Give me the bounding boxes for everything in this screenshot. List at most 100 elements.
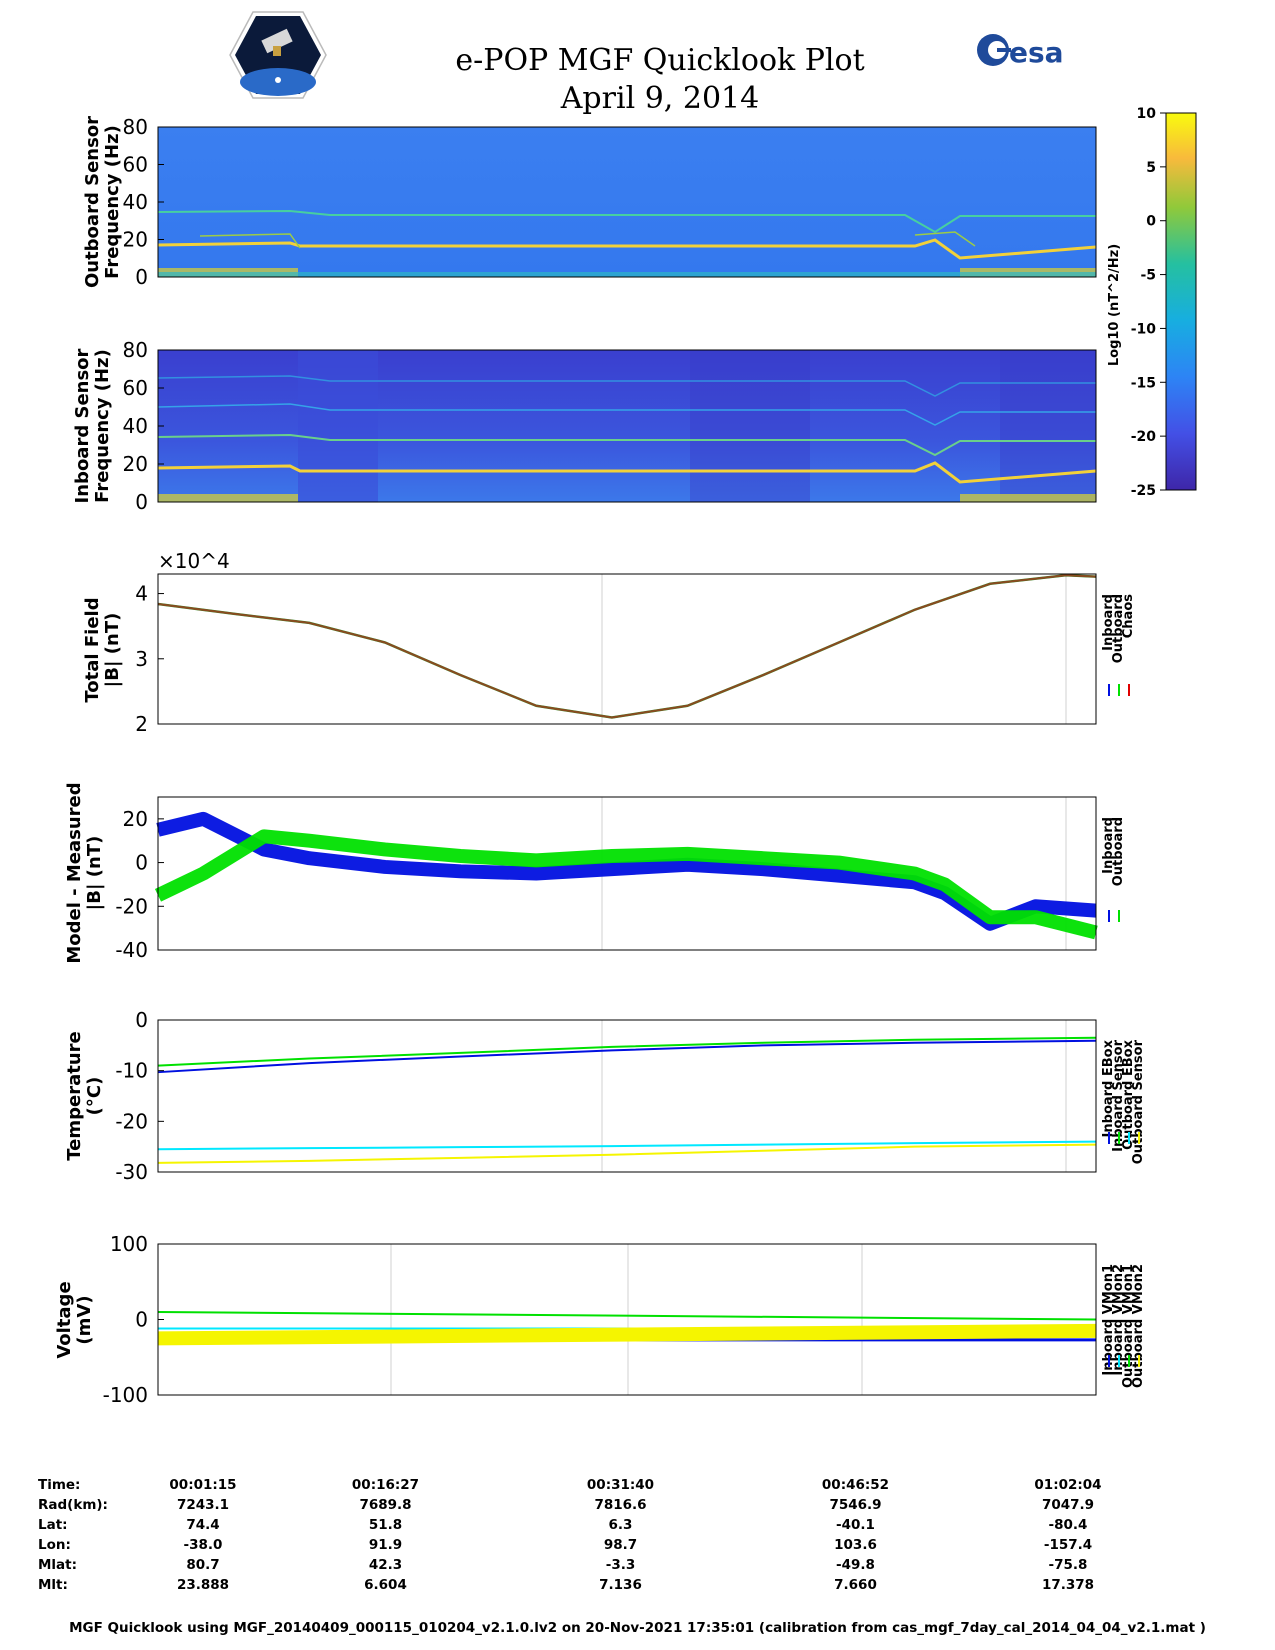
inboard-spectrogram: Inboard Sensor Frequency (Hz) 80 60 40 20 0 xyxy=(72,338,1097,514)
info-value: 74.4 xyxy=(186,1517,220,1533)
info-value: 7546.9 xyxy=(829,1497,882,1513)
info-key: Time: xyxy=(38,1477,81,1493)
info-value: 6.604 xyxy=(364,1577,407,1593)
legend-entry: Inboard xyxy=(1101,594,1116,651)
ytick-label: -20 xyxy=(115,1109,148,1133)
ylabel-line-1: Voltage xyxy=(54,1281,75,1358)
info-value: 51.8 xyxy=(368,1517,403,1533)
orbit-info-table: Time: 00:01:15 00:16:27 00:31:40 00:46:52 01:… xyxy=(38,1475,1163,1595)
info-value: 7.660 xyxy=(834,1577,877,1593)
info-value: 00:16:27 xyxy=(351,1477,420,1493)
info-key: Mlat: xyxy=(38,1557,78,1573)
title-line-1: e-POP MGF Quicklook Plot xyxy=(455,43,865,78)
ytick-label: 80 xyxy=(123,115,148,139)
legend-entry: Chaos xyxy=(1121,594,1136,638)
series-outboard-vmon2 xyxy=(157,1323,1097,1346)
info-row: Mlt: 23.888 6.604 7.136 7.660 17.378 xyxy=(38,1575,1163,1595)
colorbar-label: Log10 (nT^2/Hz) xyxy=(1107,244,1122,366)
info-value: 23.888 xyxy=(176,1577,230,1593)
info-key: Lat: xyxy=(38,1517,68,1533)
ytick-label: 3 xyxy=(135,647,148,671)
outboard-ylabel-line2: Frequency (Hz) xyxy=(102,125,123,279)
ytick-label: 2 xyxy=(135,712,148,736)
legend-entry: Inboard VMon2 xyxy=(1111,1264,1126,1376)
legend-entry: Outboard xyxy=(1111,817,1126,886)
inboard-line-48hz xyxy=(157,403,1096,426)
model-measured-plot: 20 0 -20 -40 Model - Measured |B| (nT) Inboard… xyxy=(64,782,1126,963)
ytick-label: -100 xyxy=(103,1383,148,1407)
inboard-line-33hz xyxy=(157,433,1096,457)
ytick-label: 20 xyxy=(123,228,148,252)
info-value: 7.136 xyxy=(599,1577,642,1593)
legend-entry: Outboard VMon1 xyxy=(1121,1264,1136,1388)
colorbar-tick-label: -15 xyxy=(1131,375,1156,391)
info-value: 6.3 xyxy=(608,1517,633,1533)
info-value: -49.8 xyxy=(836,1557,875,1573)
info-value: 103.6 xyxy=(834,1537,877,1553)
cassiope-logo xyxy=(228,10,328,104)
info-key: Rad(km): xyxy=(38,1497,108,1513)
outboard-ylabel-line1: Outboard Sensor xyxy=(82,116,103,288)
ytick-label: 60 xyxy=(123,153,148,177)
info-row: Rad(km): 7243.1 7689.8 7816.6 7546.9 7047.9 xyxy=(38,1495,1163,1515)
colorbar-tick-label: -10 xyxy=(1131,321,1157,337)
ylabel-line-2: (°C) xyxy=(84,1077,105,1116)
info-value: 01:02:04 xyxy=(1034,1477,1102,1493)
series-chaos xyxy=(157,574,1097,719)
ytick-label: -40 xyxy=(115,938,148,962)
info-value: -157.4 xyxy=(1043,1537,1093,1553)
colorbar: 10 5 0 -5 -10 -15 -20 -25 Log10 (nT^2/Hz) xyxy=(1107,106,1197,499)
ylabel-line-1: Total Field xyxy=(82,597,103,702)
info-value: 7816.6 xyxy=(594,1497,647,1513)
ytick-label: 0 xyxy=(135,490,148,514)
info-value: 7689.8 xyxy=(359,1497,412,1513)
info-row: Time: 00:01:15 00:16:27 00:31:40 00:46:52 01:… xyxy=(38,1475,1163,1495)
ytick-label: 80 xyxy=(123,338,148,362)
legend-entry: Inboard Sensor xyxy=(1111,1039,1126,1151)
info-value: 00:31:40 xyxy=(586,1477,655,1493)
info-value: -80.4 xyxy=(1048,1517,1088,1533)
ytick-label: 4 xyxy=(135,582,148,606)
ytick-label: 0 xyxy=(135,1008,148,1032)
title-line-2: April 9, 2014 xyxy=(560,81,760,116)
info-value: 7243.1 xyxy=(176,1497,230,1513)
info-value: 00:01:15 xyxy=(169,1477,237,1493)
esa-logo-text: esa xyxy=(1009,36,1064,69)
colorbar-tick-label: 0 xyxy=(1146,214,1156,230)
info-value: 98.7 xyxy=(603,1537,638,1553)
series-outboard xyxy=(154,829,1098,940)
ytick-label: -10 xyxy=(115,1059,148,1083)
legend-entry: Outboard xyxy=(1111,594,1126,663)
legend-entry: Inboard xyxy=(1101,817,1116,874)
info-value: 42.3 xyxy=(368,1557,403,1573)
y-exponent: ×10^4 xyxy=(158,549,230,573)
outboard-spectrogram-image xyxy=(158,127,1096,277)
outboard-line-33hz xyxy=(157,209,1096,234)
total-field-plot: 4 3 2 ×10^4 Total Field |B| (nT) InboardOutboa… xyxy=(82,549,1136,736)
ytick-label: 0 xyxy=(135,851,148,875)
colorbar-tick-label: -5 xyxy=(1140,268,1156,284)
plot-area xyxy=(158,1244,1096,1395)
outboard-spectrogram: Outboard Sensor Frequency (Hz) 80 60 40 20 0 xyxy=(82,115,1097,289)
ylabel-line-2: |B| (nT) xyxy=(84,836,105,911)
ytick-label: 20 xyxy=(123,452,148,476)
series-outboard-sensor xyxy=(157,1143,1097,1164)
info-key: Lon: xyxy=(38,1537,71,1553)
info-value: 80.7 xyxy=(186,1557,220,1573)
info-value: 91.9 xyxy=(368,1537,403,1553)
voltage-plot: 100 0 -100 Voltage (mV) Inboard VMon1Inboard … xyxy=(54,1232,1146,1407)
ytick-label: 20 xyxy=(123,807,148,831)
plot-frame xyxy=(157,1019,1097,1173)
inboard-line-64hz xyxy=(157,375,1096,397)
colorbar-gradient xyxy=(1165,112,1197,491)
info-key: Mlt: xyxy=(38,1577,68,1593)
ylabel-line-2: |B| (nT) xyxy=(102,613,123,688)
plot-frame xyxy=(157,573,1097,725)
info-value: -3.3 xyxy=(605,1557,636,1573)
temperature-plot: 0 -10 -20 -30 Temperature (°C) Inboard EBoxInb… xyxy=(64,1008,1146,1184)
info-value: -75.8 xyxy=(1048,1557,1088,1573)
plot-title: e-POP MGF Quicklook Plot April 9, 2014 xyxy=(380,42,940,118)
series-outboard-ebox xyxy=(157,1140,1097,1151)
outboard-line-16hz xyxy=(157,238,1097,260)
